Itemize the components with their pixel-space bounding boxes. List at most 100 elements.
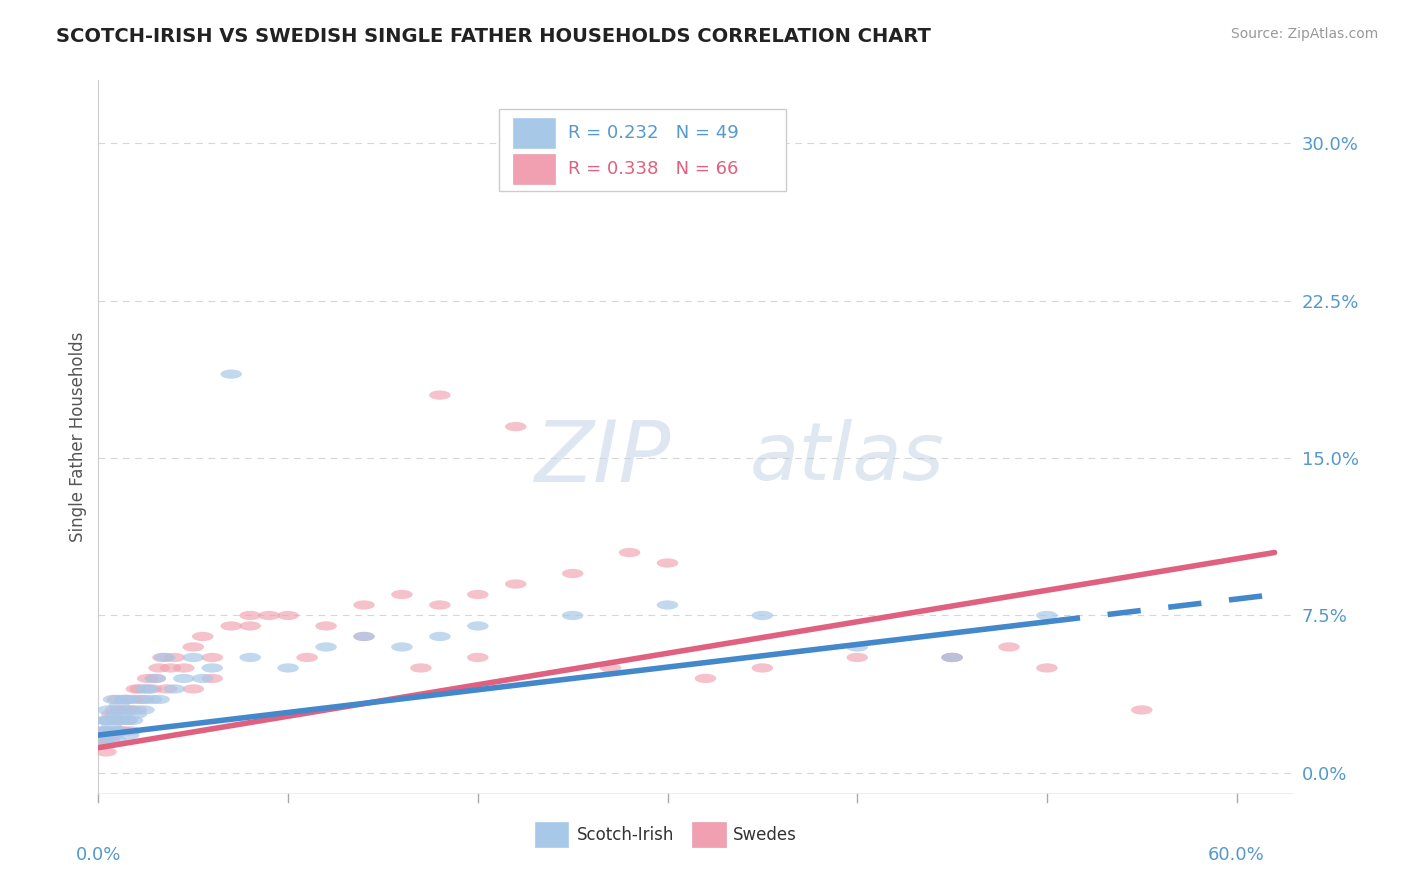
Ellipse shape bbox=[120, 726, 142, 736]
Ellipse shape bbox=[239, 622, 262, 631]
Ellipse shape bbox=[136, 673, 159, 683]
Ellipse shape bbox=[103, 695, 124, 704]
Ellipse shape bbox=[112, 709, 134, 719]
Ellipse shape bbox=[201, 673, 224, 683]
Ellipse shape bbox=[117, 715, 138, 725]
Ellipse shape bbox=[467, 622, 488, 631]
Ellipse shape bbox=[183, 642, 204, 651]
Ellipse shape bbox=[118, 731, 139, 739]
Ellipse shape bbox=[134, 695, 155, 704]
Ellipse shape bbox=[91, 737, 112, 746]
Ellipse shape bbox=[183, 684, 204, 694]
Ellipse shape bbox=[505, 580, 526, 589]
Ellipse shape bbox=[98, 737, 121, 746]
Ellipse shape bbox=[101, 709, 122, 719]
Ellipse shape bbox=[111, 726, 132, 736]
Ellipse shape bbox=[111, 706, 132, 714]
Ellipse shape bbox=[108, 701, 129, 710]
Ellipse shape bbox=[98, 731, 121, 739]
Ellipse shape bbox=[201, 653, 224, 662]
Ellipse shape bbox=[846, 642, 868, 651]
Ellipse shape bbox=[619, 548, 640, 558]
Ellipse shape bbox=[156, 684, 177, 694]
FancyBboxPatch shape bbox=[513, 118, 555, 148]
Ellipse shape bbox=[149, 664, 170, 673]
Ellipse shape bbox=[135, 684, 156, 694]
Ellipse shape bbox=[998, 642, 1019, 651]
Ellipse shape bbox=[97, 726, 118, 736]
Ellipse shape bbox=[239, 611, 262, 620]
Ellipse shape bbox=[152, 653, 174, 662]
Ellipse shape bbox=[353, 600, 375, 609]
Ellipse shape bbox=[297, 653, 318, 662]
Ellipse shape bbox=[1036, 664, 1057, 673]
Ellipse shape bbox=[239, 653, 262, 662]
Ellipse shape bbox=[600, 664, 621, 673]
Ellipse shape bbox=[429, 600, 451, 609]
Ellipse shape bbox=[117, 715, 138, 725]
Ellipse shape bbox=[173, 664, 194, 673]
Ellipse shape bbox=[752, 664, 773, 673]
Ellipse shape bbox=[429, 391, 451, 400]
Ellipse shape bbox=[96, 747, 117, 756]
Ellipse shape bbox=[103, 731, 124, 739]
Ellipse shape bbox=[114, 695, 136, 704]
FancyBboxPatch shape bbox=[513, 153, 555, 184]
Ellipse shape bbox=[353, 632, 375, 641]
Ellipse shape bbox=[201, 664, 224, 673]
Ellipse shape bbox=[221, 369, 242, 379]
Ellipse shape bbox=[107, 737, 128, 746]
Ellipse shape bbox=[97, 706, 118, 714]
Ellipse shape bbox=[96, 715, 117, 725]
Ellipse shape bbox=[221, 622, 242, 631]
Ellipse shape bbox=[136, 684, 159, 694]
Ellipse shape bbox=[117, 695, 138, 704]
Ellipse shape bbox=[104, 709, 127, 719]
Ellipse shape bbox=[141, 684, 162, 694]
Ellipse shape bbox=[118, 706, 139, 714]
Text: Source: ZipAtlas.com: Source: ZipAtlas.com bbox=[1230, 27, 1378, 41]
Ellipse shape bbox=[277, 611, 299, 620]
Text: ZIP: ZIP bbox=[534, 417, 671, 500]
Text: R = 0.338   N = 66: R = 0.338 N = 66 bbox=[568, 160, 738, 178]
Ellipse shape bbox=[112, 726, 134, 736]
Ellipse shape bbox=[101, 723, 122, 731]
Ellipse shape bbox=[145, 673, 166, 683]
Ellipse shape bbox=[93, 726, 115, 736]
Ellipse shape bbox=[163, 653, 186, 662]
Ellipse shape bbox=[134, 706, 155, 714]
FancyBboxPatch shape bbox=[499, 109, 786, 191]
Ellipse shape bbox=[353, 632, 375, 641]
Ellipse shape bbox=[562, 611, 583, 620]
Ellipse shape bbox=[277, 664, 299, 673]
Ellipse shape bbox=[695, 673, 716, 683]
Ellipse shape bbox=[129, 695, 150, 704]
Ellipse shape bbox=[122, 715, 143, 725]
Ellipse shape bbox=[429, 632, 451, 641]
Ellipse shape bbox=[104, 706, 127, 714]
Ellipse shape bbox=[145, 673, 166, 683]
Ellipse shape bbox=[505, 422, 526, 431]
Ellipse shape bbox=[411, 664, 432, 673]
Ellipse shape bbox=[391, 590, 413, 599]
Ellipse shape bbox=[93, 737, 115, 746]
Ellipse shape bbox=[91, 726, 112, 736]
Text: atlas: atlas bbox=[749, 419, 945, 498]
Ellipse shape bbox=[391, 642, 413, 651]
Ellipse shape bbox=[562, 569, 583, 578]
Text: 60.0%: 60.0% bbox=[1208, 847, 1265, 864]
Ellipse shape bbox=[125, 684, 148, 694]
Ellipse shape bbox=[657, 558, 678, 567]
Ellipse shape bbox=[1036, 611, 1057, 620]
Ellipse shape bbox=[657, 600, 678, 609]
Ellipse shape bbox=[173, 673, 194, 683]
Text: R = 0.232   N = 49: R = 0.232 N = 49 bbox=[568, 124, 738, 142]
Ellipse shape bbox=[160, 664, 181, 673]
Ellipse shape bbox=[108, 715, 129, 725]
Ellipse shape bbox=[193, 632, 214, 641]
Ellipse shape bbox=[120, 706, 142, 714]
Ellipse shape bbox=[259, 611, 280, 620]
Ellipse shape bbox=[941, 653, 963, 662]
Ellipse shape bbox=[941, 653, 963, 662]
Ellipse shape bbox=[315, 622, 337, 631]
